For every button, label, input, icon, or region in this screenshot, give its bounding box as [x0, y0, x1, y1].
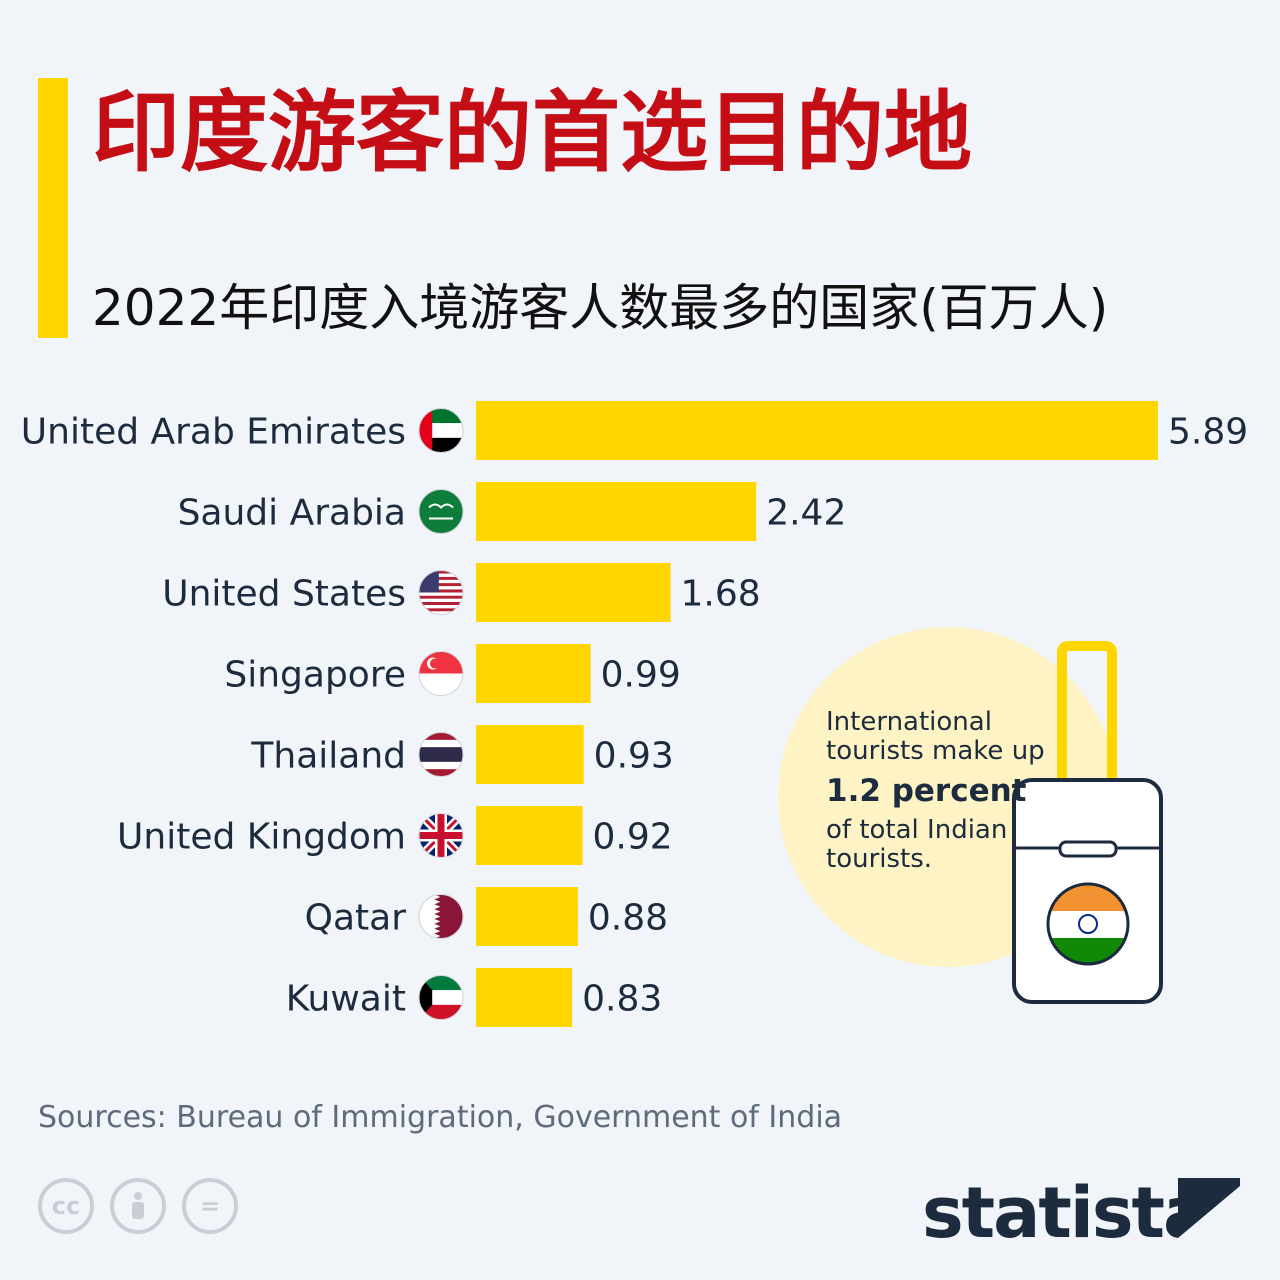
page-subtitle: 2022年印度入境游客人数最多的国家(百万人) — [92, 279, 1109, 337]
bar — [476, 887, 578, 946]
value-label: 0.92 — [593, 817, 673, 858]
brand-mark-icon — [1178, 1178, 1240, 1238]
value-label: 1.68 — [681, 574, 761, 615]
category-label: United States — [162, 574, 406, 615]
qatar-flag-icon — [418, 894, 464, 939]
saudi-flag-icon — [418, 489, 464, 534]
bar — [476, 482, 757, 541]
category-label: Thailand — [250, 736, 406, 777]
category-label: Singapore — [224, 655, 406, 696]
value-label: 0.88 — [588, 898, 668, 939]
category-label: Saudi Arabia — [178, 493, 406, 534]
bar — [476, 401, 1158, 460]
kuwait-flag-icon — [418, 975, 464, 1020]
accent-bar — [38, 78, 68, 338]
bar — [476, 725, 584, 784]
callout-text: International tourists make up 1.2 perce… — [826, 708, 1046, 874]
uae-flag-icon — [418, 408, 464, 453]
suitcase-illustration — [778, 627, 1163, 1004]
category-label: Qatar — [305, 898, 407, 939]
value-label: 0.93 — [594, 736, 674, 777]
us-flag-icon — [418, 570, 464, 615]
singapore-flag-icon — [418, 651, 464, 696]
license-icons: cc = — [38, 1178, 238, 1234]
brand-logo[interactable]: statista — [922, 1172, 1210, 1254]
value-label: 2.42 — [766, 493, 846, 534]
value-label: 5.89 — [1168, 412, 1248, 453]
category-label: United Arab Emirates — [21, 412, 406, 453]
callout-line1: International tourists make up — [826, 707, 1045, 766]
uk-flag-icon — [418, 813, 464, 858]
india-flag-icon — [1046, 882, 1130, 966]
source-note: Sources: Bureau of Immigration, Governme… — [38, 1100, 843, 1135]
bar — [476, 563, 671, 622]
callout-line2: of total Indian tourists. — [826, 815, 1008, 874]
bar — [476, 968, 573, 1027]
bar — [476, 806, 583, 865]
no-derivatives-icon[interactable]: = — [182, 1178, 238, 1234]
value-label: 0.83 — [582, 979, 662, 1020]
value-label: 0.99 — [601, 655, 681, 696]
category-label: Kuwait — [286, 979, 406, 1020]
page-title: 印度游客的首选目的地 — [92, 81, 973, 184]
cc-icon[interactable]: cc — [38, 1178, 94, 1234]
bar-chart: United Arab Emirates 5.89 Saudi Arabia 2.42… — [21, 401, 1248, 1027]
bar — [476, 644, 591, 703]
callout-highlight: 1.2 percent — [826, 773, 1027, 809]
thailand-flag-icon — [418, 732, 464, 777]
attribution-icon[interactable] — [110, 1178, 166, 1234]
category-label: United Kingdom — [117, 817, 406, 858]
